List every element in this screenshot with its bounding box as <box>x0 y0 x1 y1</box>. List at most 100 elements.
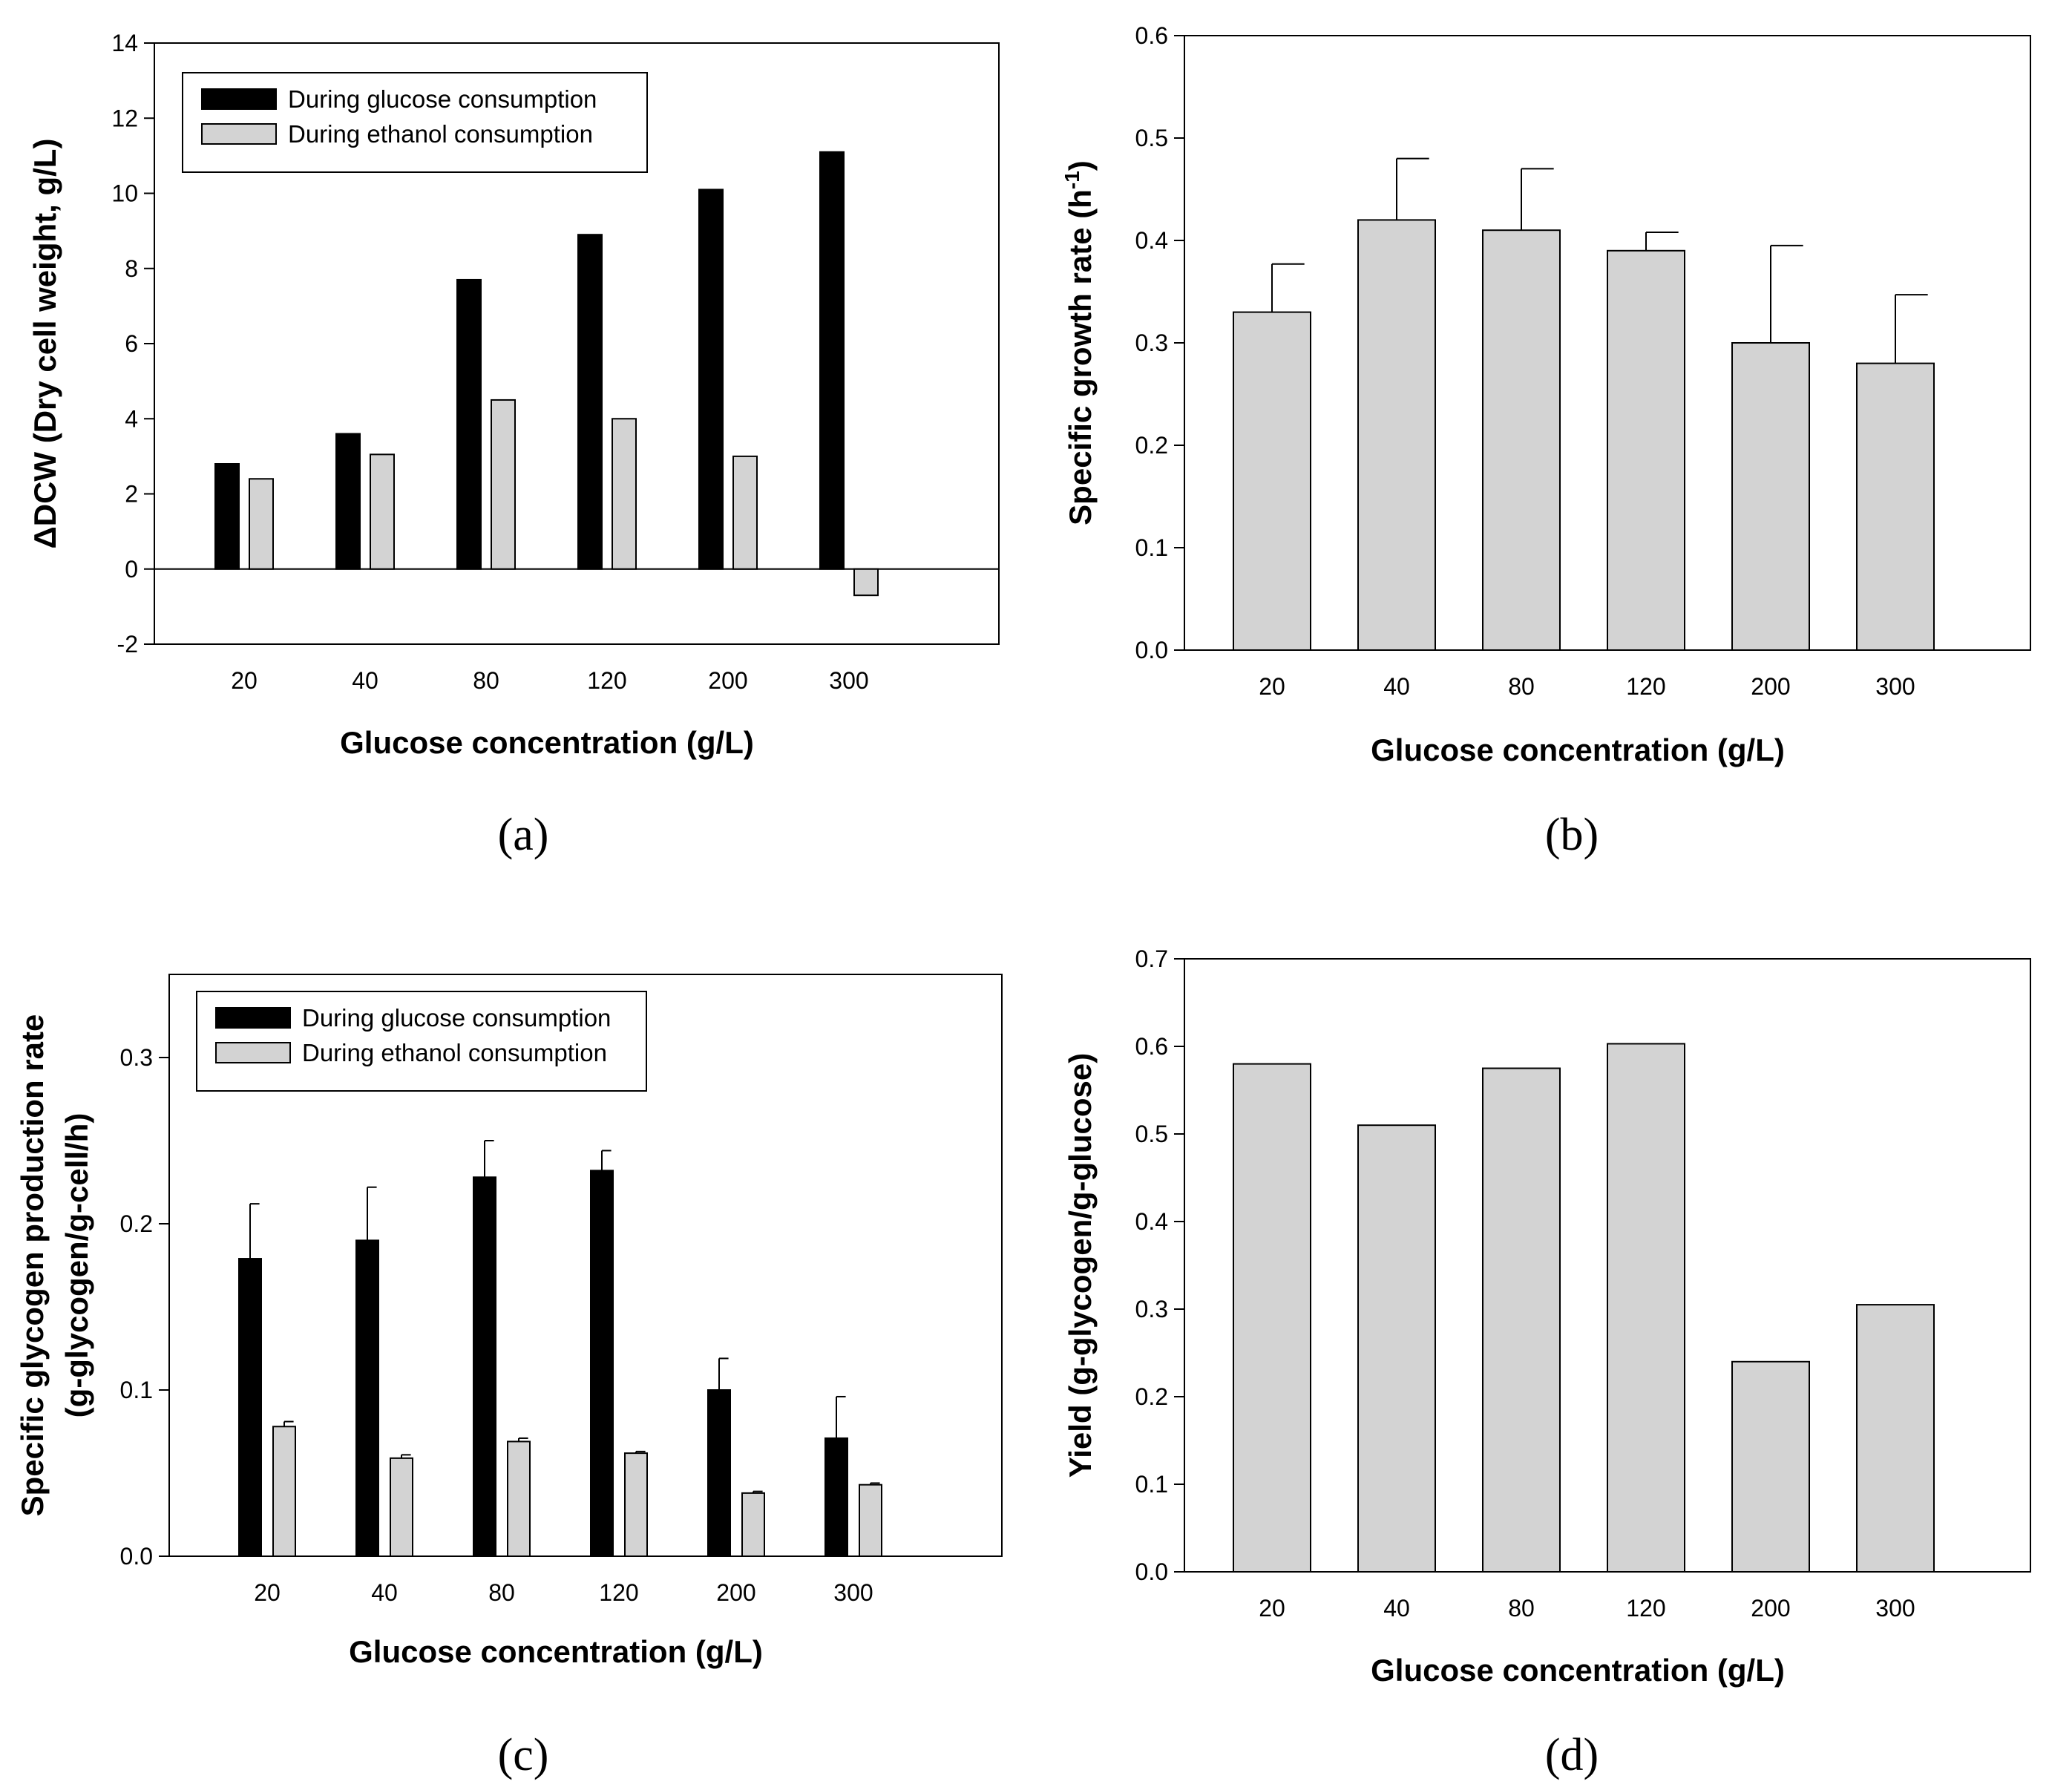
x-tick-label: 20 <box>254 1579 281 1606</box>
x-tick-label: 300 <box>1875 1595 1915 1622</box>
bar-c-s1-20 <box>272 1426 296 1558</box>
bar-d-s0-200 <box>1731 1360 1810 1573</box>
x-tick-label: 120 <box>1626 673 1665 700</box>
y-axis-title-text: ΔDCW (Dry cell weight, g/L) <box>27 139 62 549</box>
legend-swatch-0 <box>215 1007 291 1029</box>
y-axis-title: Specific growth rate (h-1) <box>1060 160 1098 525</box>
bar-b-s0-20 <box>1233 311 1311 651</box>
y-axis-title-text: Yield (g-glycogen/g-glucose) <box>1063 1053 1098 1478</box>
bar-c-s0-80 <box>473 1176 496 1558</box>
bar-c-s1-40 <box>390 1457 413 1557</box>
x-tick-label: 120 <box>587 667 626 694</box>
y-tick-label: -2 <box>117 631 138 658</box>
bar-c-s0-20 <box>238 1258 262 1558</box>
x-tick-label: 40 <box>1383 1595 1410 1622</box>
y-tick-label: 0.1 <box>1135 1471 1168 1498</box>
plot-frame <box>168 974 1003 1557</box>
legend-label-1: During ethanol consumption <box>288 120 593 148</box>
chart-panel-d: 0.0 0.1 0.2 0.3 0.4 0.5 0.6 0.7 20 40 80 120 200 300 G… <box>1063 945 2031 1780</box>
x-tick-label: 40 <box>371 1579 398 1606</box>
bar-a-s0-40 <box>335 433 361 570</box>
bar-a-s0-300 <box>819 151 845 570</box>
x-tick-label: 300 <box>829 667 868 694</box>
bar-c-s0-200 <box>707 1389 731 1557</box>
bar-d-s0-120 <box>1607 1043 1685 1573</box>
y-tick-label: 0.3 <box>1135 330 1168 356</box>
x-tick-label: 80 <box>1508 1595 1535 1622</box>
bar-a-s1-80 <box>491 399 516 570</box>
bar-c-s1-300 <box>859 1484 882 1558</box>
x-tick-label: 200 <box>708 667 747 694</box>
bar-a-s1-120 <box>612 418 637 570</box>
x-tick-label: 40 <box>352 667 378 694</box>
y-tick-label: 0.0 <box>120 1543 153 1570</box>
x-tick-label: 200 <box>716 1579 755 1606</box>
x-tick-label: 120 <box>599 1579 638 1606</box>
y-tick-label: 0.2 <box>1135 432 1168 459</box>
legend-swatch-0 <box>201 88 277 110</box>
x-axis-title: Glucose concentration (g/L) <box>349 1634 763 1669</box>
bar-a-s1-40 <box>370 453 395 570</box>
bar-a-s1-300 <box>853 568 879 597</box>
bar-b-s0-300 <box>1856 362 1935 651</box>
y-tick-label: 0.6 <box>1135 22 1168 49</box>
y-axis-title-superscript: -1 <box>1060 171 1083 189</box>
x-tick-label: 80 <box>473 667 499 694</box>
panel-label: (a) <box>498 810 549 860</box>
y-tick-label: 0.2 <box>1135 1383 1168 1410</box>
y-tick-label: 0.0 <box>1135 637 1168 663</box>
y-tick-label: 0.7 <box>1135 945 1168 972</box>
bar-c-s1-80 <box>507 1440 531 1557</box>
y-tick-label: 6 <box>125 330 138 357</box>
y-axis-title-line2: (g-glycogen/g-cell/h) <box>59 1113 94 1418</box>
y-tick-label: 12 <box>111 105 138 131</box>
panel-label: (b) <box>1545 810 1599 860</box>
x-axis-title: Glucose concentration (g/L) <box>340 725 754 760</box>
bar-a-s1-20 <box>249 478 274 570</box>
bar-b-s0-200 <box>1731 342 1810 651</box>
y-tick-label: 0.0 <box>1135 1558 1168 1585</box>
legend-label-0: During glucose consumption <box>288 85 597 113</box>
bar-b-s0-40 <box>1357 219 1436 651</box>
x-axis-title: Glucose concentration (g/L) <box>1371 732 1785 767</box>
x-tick-label: 80 <box>488 1579 515 1606</box>
legend-swatch-1 <box>215 1042 291 1063</box>
legend-label-1: During ethanol consumption <box>302 1039 607 1066</box>
y-tick-label: 0.5 <box>1135 1121 1168 1147</box>
y-tick-label: 4 <box>125 405 138 432</box>
bar-d-s0-20 <box>1233 1063 1311 1573</box>
x-tick-label: 20 <box>1259 1595 1285 1622</box>
y-tick-label: 0.2 <box>120 1210 153 1237</box>
x-tick-label: 200 <box>1751 673 1790 700</box>
y-tick-label: 0.4 <box>1135 227 1168 254</box>
y-axis-title: ΔDCW (Dry cell weight, g/L) <box>27 139 62 549</box>
x-axis-title: Glucose concentration (g/L) <box>1371 1653 1785 1688</box>
legend-swatch-1 <box>201 123 277 145</box>
y-axis-title: Yield (g-glycogen/g-glucose) <box>1063 1053 1098 1478</box>
x-tick-label: 120 <box>1626 1595 1665 1622</box>
chart-panel-a: -2 0 2 4 6 8 10 12 14 20 40 80 120 200 300 Glucose conc… <box>27 30 1000 860</box>
y-tick-label: 14 <box>111 30 138 56</box>
y-tick-label: 0 <box>125 556 138 583</box>
y-axis-title-text: Specific growth rate (h <box>1063 189 1098 525</box>
bar-c-s0-40 <box>355 1239 379 1558</box>
panel-label: (d) <box>1545 1730 1599 1780</box>
bar-d-s0-80 <box>1482 1067 1561 1573</box>
x-tick-label: 200 <box>1751 1595 1790 1622</box>
bar-a-s0-20 <box>214 463 240 570</box>
panel-label: (c) <box>498 1730 549 1780</box>
bar-c-s1-120 <box>624 1452 648 1557</box>
x-tick-label: 300 <box>1875 673 1915 700</box>
bar-d-s0-40 <box>1357 1124 1436 1573</box>
y-tick-label: 0.3 <box>1135 1296 1168 1322</box>
y-tick-label: 2 <box>125 481 138 508</box>
legend-label-0: During glucose consumption <box>302 1004 611 1032</box>
x-tick-label: 80 <box>1508 673 1535 700</box>
bar-c-s0-300 <box>824 1437 848 1557</box>
bar-a-s0-120 <box>577 234 603 570</box>
x-tick-label: 20 <box>231 667 258 694</box>
bar-a-s1-200 <box>732 455 758 570</box>
x-tick-label: 300 <box>833 1579 873 1606</box>
y-tick-label: 10 <box>111 180 138 207</box>
